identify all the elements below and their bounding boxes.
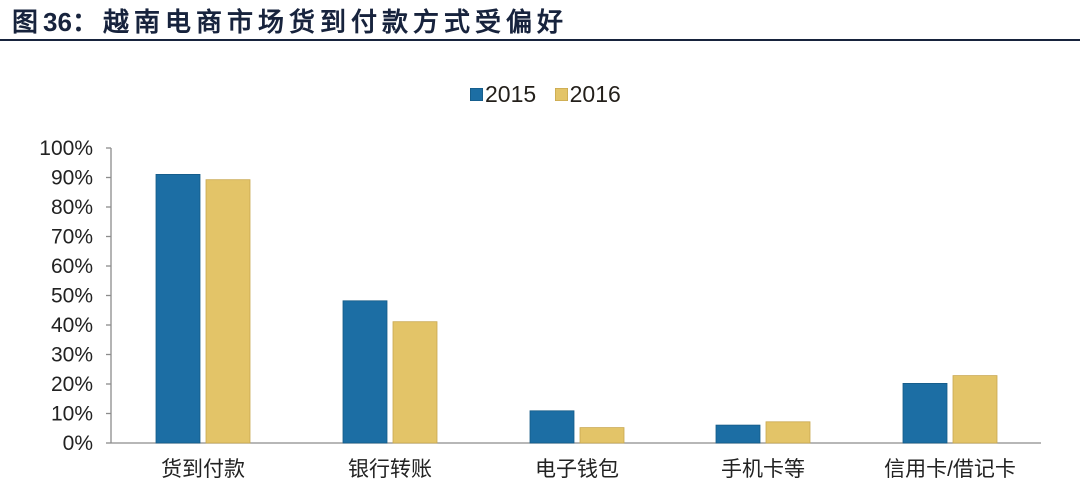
svg-text:20%: 20% bbox=[51, 373, 93, 396]
svg-text:信用卡/借记卡: 信用卡/借记卡 bbox=[884, 458, 1016, 481]
svg-text:90%: 90% bbox=[51, 167, 93, 190]
svg-text:30%: 30% bbox=[51, 344, 93, 367]
svg-text:手机卡等: 手机卡等 bbox=[721, 458, 805, 481]
svg-text:40%: 40% bbox=[51, 314, 93, 337]
svg-text:0%: 0% bbox=[63, 432, 93, 455]
svg-text:80%: 80% bbox=[51, 196, 93, 219]
svg-text:电子钱包: 电子钱包 bbox=[535, 458, 619, 481]
svg-text:100%: 100% bbox=[39, 137, 93, 160]
svg-text:货到付款: 货到付款 bbox=[161, 458, 245, 481]
svg-text:银行转账: 银行转账 bbox=[348, 458, 432, 481]
svg-text:70%: 70% bbox=[51, 226, 93, 249]
svg-text:50%: 50% bbox=[51, 285, 93, 308]
svg-text:60%: 60% bbox=[51, 255, 93, 278]
svg-text:10%: 10% bbox=[51, 403, 93, 426]
